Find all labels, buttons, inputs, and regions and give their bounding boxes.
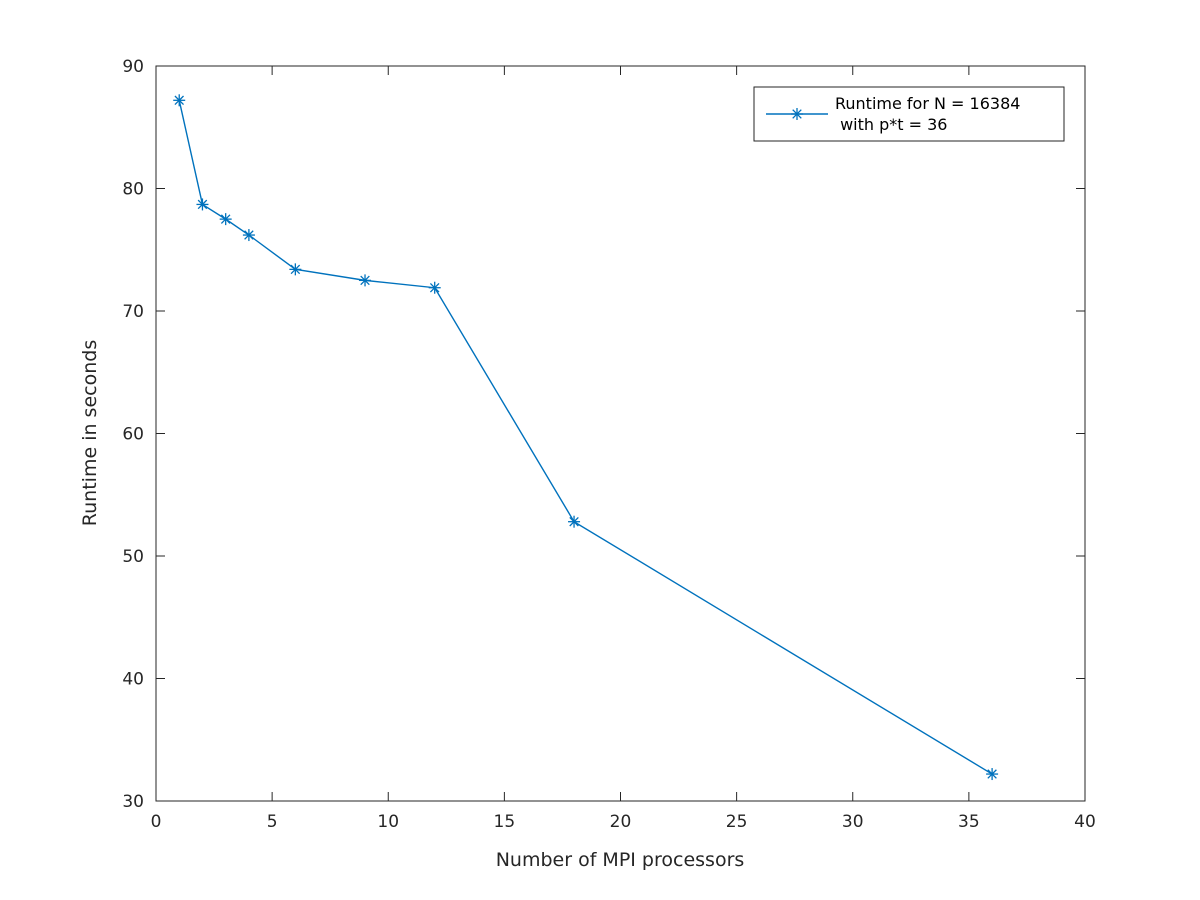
data-point bbox=[219, 213, 232, 226]
x-tick-label: 0 bbox=[151, 812, 162, 832]
x-tick-label: 10 bbox=[377, 812, 399, 832]
y-tick-label: 80 bbox=[122, 180, 144, 200]
x-tick-label: 20 bbox=[610, 812, 632, 832]
legend: Runtime for N = 16384 with p*t = 36 bbox=[753, 86, 1065, 142]
x-tick-label: 25 bbox=[726, 812, 748, 832]
x-tick-label: 5 bbox=[267, 812, 278, 832]
data-point bbox=[428, 281, 441, 294]
y-axis: 30 40 50 60 70 80 90 bbox=[122, 57, 1085, 812]
data-point bbox=[289, 263, 302, 276]
x-tick-label: 40 bbox=[1074, 812, 1096, 832]
y-axis-label: Runtime in seconds bbox=[79, 340, 101, 526]
data-point bbox=[568, 515, 581, 528]
legend-marker bbox=[791, 108, 803, 120]
legend-entry-line1: Runtime for N = 16384 bbox=[835, 94, 1020, 113]
data-point bbox=[196, 198, 209, 211]
y-tick-label: 30 bbox=[122, 792, 144, 812]
x-tick-label: 30 bbox=[842, 812, 864, 832]
data-point bbox=[986, 768, 999, 781]
x-tick-label: 35 bbox=[958, 812, 980, 832]
plot-frame bbox=[155, 65, 1086, 802]
x-tick-label: 15 bbox=[494, 812, 516, 832]
series-layer bbox=[173, 94, 999, 781]
data-point bbox=[242, 229, 255, 242]
data-point bbox=[359, 274, 372, 287]
y-tick-label: 50 bbox=[122, 547, 144, 567]
plot-area bbox=[156, 66, 1085, 801]
data-point bbox=[173, 94, 186, 107]
x-axis: 0 5 10 15 20 25 30 35 40 bbox=[151, 66, 1096, 832]
y-tick-label: 90 bbox=[122, 57, 144, 77]
y-tick-label: 70 bbox=[122, 302, 144, 322]
legend-entry-line2: with p*t = 36 bbox=[835, 115, 947, 134]
x-axis-label: Number of MPI processors bbox=[496, 849, 745, 871]
y-tick-label: 40 bbox=[122, 670, 144, 690]
y-tick-label: 60 bbox=[122, 425, 144, 445]
legend-marker-icon bbox=[791, 108, 803, 120]
